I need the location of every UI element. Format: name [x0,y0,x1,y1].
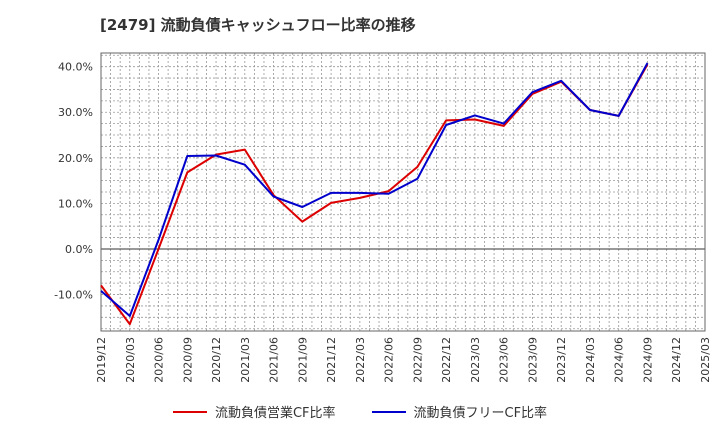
x-tick-label: 2023/09 [526,337,539,383]
legend: 流動負債営業CF比率 流動負債フリーCF比率 [0,402,720,421]
legend-item-operating-cf: 流動負債営業CF比率 [172,402,336,421]
horizontal-grid [101,54,705,330]
x-tick-label: 2020/06 [153,337,166,383]
series-line-free-cf [100,62,649,317]
x-axis-ticks: 2019/12 2020/03 2020/06 2020/09 2020/12 2021/… [95,337,712,383]
y-tick-label: 0.0% [65,243,93,256]
x-tick-label: 2020/12 [210,337,223,383]
x-tick-label: 2022/12 [440,337,453,383]
x-tick-label: 2022/09 [411,337,424,383]
x-tick-label: 2023/12 [555,337,568,383]
y-tick-label: 40.0% [58,61,93,74]
x-tick-label: 2024/06 [613,337,626,383]
y-tick-label: 10.0% [58,197,93,210]
x-tick-label: 2024/12 [670,337,683,383]
x-tick-label: 2022/03 [354,337,367,383]
x-tick-label: 2024/03 [584,337,597,383]
x-tick-label: 2024/09 [641,337,654,383]
x-tick-label: 2021/03 [239,337,252,383]
y-tick-label: -10.0% [54,289,93,302]
x-tick-label: 2023/03 [469,337,482,383]
y-tick-label: 30.0% [58,106,93,119]
x-tick-label: 2022/06 [383,337,396,383]
chart-title: [2479] 流動負債キャッシュフロー比率の推移 [100,16,416,34]
x-tick-label: 2020/03 [124,337,137,383]
legend-swatch-blue [371,410,406,413]
x-tick-label: 2023/06 [498,337,511,383]
x-tick-label: 2021/12 [325,337,338,383]
legend-swatch-red [172,410,207,413]
y-tick-label: 20.0% [58,152,93,165]
x-tick-label: 2019/12 [95,337,108,383]
legend-item-free-cf: 流動負債フリーCF比率 [371,402,548,421]
legend-label-free-cf: 流動負債フリーCF比率 [413,406,548,421]
x-tick-label: 2021/06 [268,337,281,383]
x-tick-label: 2025/03 [699,337,712,383]
plot-frame [100,52,706,332]
y-axis-ticks: -10.0% 0.0% 10.0% 20.0% 30.0% 40.0% [54,61,93,302]
legend-label-operating-cf: 流動負債営業CF比率 [214,406,336,421]
series-group [100,62,649,326]
x-tick-label: 2020/09 [181,337,194,383]
x-tick-label: 2021/09 [296,337,309,383]
